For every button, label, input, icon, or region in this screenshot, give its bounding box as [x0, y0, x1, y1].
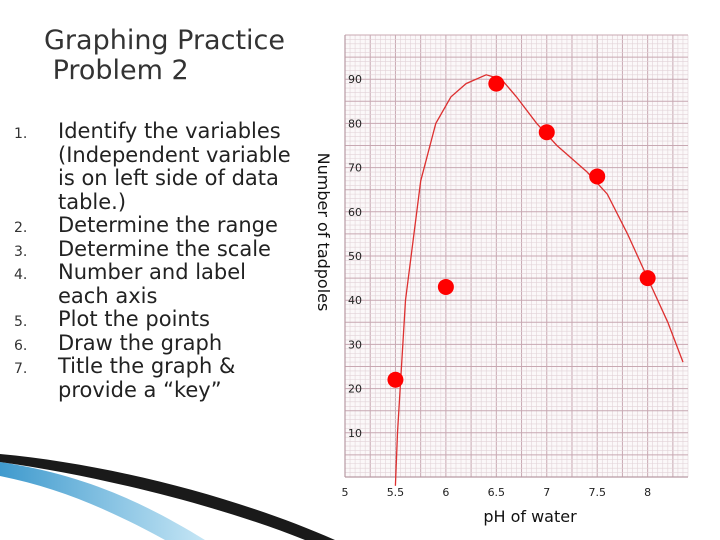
data-point [488, 75, 505, 92]
slide-title-text: Graphing Practice Problem 2 [44, 25, 285, 86]
x-tick-label: 8 [644, 486, 651, 499]
instruction-step: 2. Determine the range [0, 213, 298, 238]
x-tick-label: 5 [342, 486, 349, 499]
instruction-step: 6. Draw the graph [0, 330, 298, 356]
curve-layer [394, 74, 684, 486]
y-tick-label: 50 [348, 250, 362, 263]
step-text: Number and label each axis [58, 260, 247, 308]
chart-grid [344, 34, 689, 478]
instruction-step: 1. Identify the variables (Independent v… [0, 119, 298, 214]
x-axis-title: pH of water [483, 507, 577, 526]
instruction-step: 5. Plot the points [0, 307, 298, 332]
y-tick-label: 40 [348, 294, 362, 307]
y-tick-label: 10 [348, 427, 362, 440]
chart-axes [344, 35, 688, 478]
slide-title: Graphing Practice Problem 2 [44, 26, 285, 86]
step-text: Determine the scale [58, 236, 271, 261]
step-text: Identify the variables (Independent vari… [58, 119, 291, 214]
step-number: 2. [14, 220, 28, 236]
decorative-swoosh [0, 454, 335, 540]
data-point [538, 124, 555, 141]
y-tick-label: 60 [348, 206, 362, 219]
instruction-step: 7. Title the graph & provide a “key” [0, 354, 298, 402]
y-tick-label: 20 [348, 383, 362, 396]
data-point [639, 270, 656, 287]
instruction-list: 1. Identify the variables (Independent v… [0, 119, 298, 402]
x-tick-label: 6.5 [488, 486, 506, 499]
instruction-step: 3. Determine the scale [0, 236, 298, 262]
instruction-step: 4. Number and label each axis [0, 260, 298, 308]
trend-curve [394, 74, 684, 486]
x-tick-label: 7 [543, 486, 550, 499]
x-tick-label: 7.5 [588, 486, 606, 499]
y-tick-label: 30 [348, 338, 362, 351]
data-point [387, 371, 404, 388]
step-text: Draw the graph [58, 330, 223, 355]
x-tick-labels: 5 5.5 6 6.5 7 7.5 8 [342, 486, 652, 499]
step-number: 5. [14, 314, 28, 330]
step-number: 7. [14, 361, 28, 377]
y-tick-labels: 10 20 30 40 50 60 70 80 90 [348, 73, 362, 440]
y-axis-title: Number of tadpoles [314, 153, 333, 312]
step-text: Title the graph & provide a “key” [58, 354, 236, 402]
step-number: 3. [14, 243, 28, 260]
step-text: Determine the range [58, 213, 278, 237]
x-tick-label: 6 [442, 486, 449, 499]
y-tick-label: 80 [348, 117, 362, 130]
y-tick-label: 90 [348, 73, 362, 86]
data-point [589, 168, 606, 185]
step-number: 4. [14, 267, 28, 283]
data-point [437, 278, 454, 295]
y-tick-label: 70 [348, 162, 362, 175]
step-number: 6. [14, 337, 28, 354]
x-tick-label: 5.5 [387, 486, 405, 499]
step-number: 1. [14, 126, 28, 142]
step-text: Plot the points [58, 307, 210, 331]
points-layer [387, 75, 656, 388]
